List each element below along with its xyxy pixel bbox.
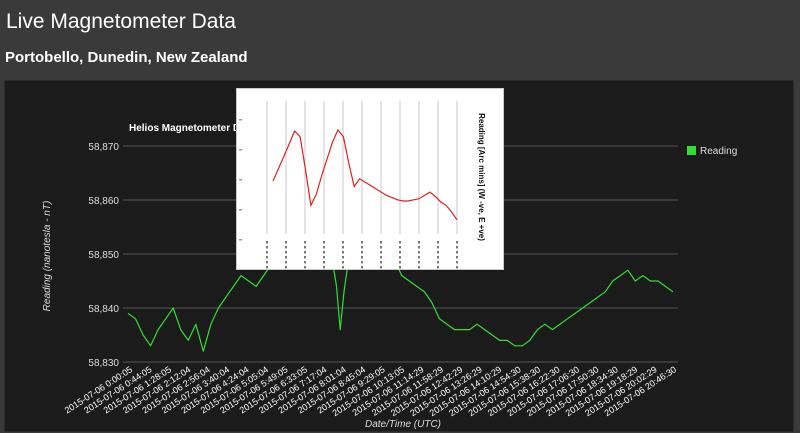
inset-tick-mark xyxy=(323,246,325,249)
magnetometer-chart: Helios Magnetometer D Reading (nanotesla… xyxy=(42,123,737,430)
inset-tick-mark xyxy=(380,251,382,254)
inset-tick-mark xyxy=(342,246,344,249)
inset-tick-mark xyxy=(266,256,268,259)
x-axis-label: Date/Time (UTC) xyxy=(365,419,441,430)
inset-tick-mark xyxy=(239,209,242,211)
inset-tick-mark xyxy=(456,266,458,269)
inset-tick-mark xyxy=(380,266,382,269)
inset-tick-mark xyxy=(342,256,344,259)
inset-tick-mark xyxy=(304,261,306,264)
inset-tick-mark xyxy=(456,241,458,244)
inset-tick-mark xyxy=(437,266,439,269)
inset-tick-mark xyxy=(266,261,268,264)
inset-tick-mark xyxy=(399,251,401,254)
inset-tick-mark xyxy=(456,246,458,249)
chart-title: Helios Magnetometer D xyxy=(129,123,240,134)
inset-tick-mark xyxy=(304,256,306,259)
page-subtitle: Portobello, Dunedin, New Zealand xyxy=(5,49,248,66)
y-tick-label: 58,840 xyxy=(88,304,119,315)
inset-tick-mark xyxy=(285,261,287,264)
inset-tick-mark xyxy=(361,246,363,249)
inset-tick-mark xyxy=(380,261,382,264)
inset-tick-mark xyxy=(266,266,268,269)
inset-tick-mark xyxy=(304,241,306,244)
inset-tick-mark xyxy=(342,251,344,254)
y-tick-label: 58,830 xyxy=(88,358,119,369)
inset-tick-mark xyxy=(380,256,382,259)
y-tick-label: 58,860 xyxy=(88,196,119,207)
inset-tick-mark xyxy=(418,266,420,269)
inset-tick-mark xyxy=(266,241,268,244)
inset-tick-mark xyxy=(380,241,382,244)
inset-tick-mark xyxy=(304,246,306,249)
inset-tick-mark xyxy=(361,266,363,269)
inset-tick-mark xyxy=(399,246,401,249)
inset-tick-mark xyxy=(437,246,439,249)
inset-tick-mark xyxy=(418,241,420,244)
inset-tick-mark xyxy=(285,241,287,244)
legend-label: Reading xyxy=(700,146,737,157)
inset-tick-mark xyxy=(437,251,439,254)
inset-tick-mark xyxy=(323,256,325,259)
inset-tick-mark xyxy=(342,266,344,269)
inset-chart-image: Reading [Arc mins] (W -ve, E +ve) xyxy=(236,88,504,270)
inset-tick-mark xyxy=(418,251,420,254)
legend-swatch xyxy=(687,146,696,155)
inset-tick-mark xyxy=(399,266,401,269)
inset-tick-mark xyxy=(380,246,382,249)
inset-tick-mark xyxy=(342,261,344,264)
inset-tick-mark xyxy=(361,256,363,259)
inset-tick-mark xyxy=(323,261,325,264)
inset-tick-mark xyxy=(323,266,325,269)
inset-tick-mark xyxy=(399,241,401,244)
y-axis-label: Reading (nanotesla - nT) xyxy=(42,201,53,312)
chart-panel: Helios Magnetometer D Reading (nanotesla… xyxy=(4,80,794,432)
inset-tick-mark xyxy=(304,266,306,269)
inset-tick-mark xyxy=(285,266,287,269)
inset-tick-mark xyxy=(342,241,344,244)
inset-tick-mark xyxy=(239,119,242,121)
inset-tick-mark xyxy=(437,261,439,264)
inset-tick-mark xyxy=(418,261,420,264)
page-title: Live Magnetometer Data xyxy=(6,10,236,33)
inset-tick-mark xyxy=(323,241,325,244)
inset-tick-mark xyxy=(456,256,458,259)
inset-tick-mark xyxy=(399,261,401,264)
y-tick-label: 58,850 xyxy=(88,250,119,261)
inset-tick-mark xyxy=(361,241,363,244)
inset-tick-mark xyxy=(418,246,420,249)
inset-tick-mark xyxy=(437,256,439,259)
inset-tick-mark xyxy=(361,251,363,254)
inset-tick-mark xyxy=(437,241,439,244)
inset-tick-mark xyxy=(285,246,287,249)
inset-tick-mark xyxy=(304,251,306,254)
inset-tick-mark xyxy=(266,251,268,254)
inset-tick-mark xyxy=(456,261,458,264)
inset-tick-mark xyxy=(239,179,242,181)
inset-tick-mark xyxy=(285,251,287,254)
inset-tick-mark xyxy=(456,251,458,254)
y-tick-label: 58,870 xyxy=(88,142,119,153)
inset-tick-mark xyxy=(239,239,242,241)
inset-y-axis-label: Reading [Arc mins] (W -ve, E +ve) xyxy=(477,113,486,241)
inset-tick-mark xyxy=(323,251,325,254)
inset-tick-mark xyxy=(239,149,242,151)
inset-chart: Reading [Arc mins] (W -ve, E +ve) xyxy=(239,101,486,269)
inset-tick-mark xyxy=(285,256,287,259)
inset-tick-mark xyxy=(399,256,401,259)
inset-tick-mark xyxy=(361,261,363,264)
inset-series-line xyxy=(272,128,458,221)
inset-tick-mark xyxy=(266,246,268,249)
inset-tick-mark xyxy=(418,256,420,259)
